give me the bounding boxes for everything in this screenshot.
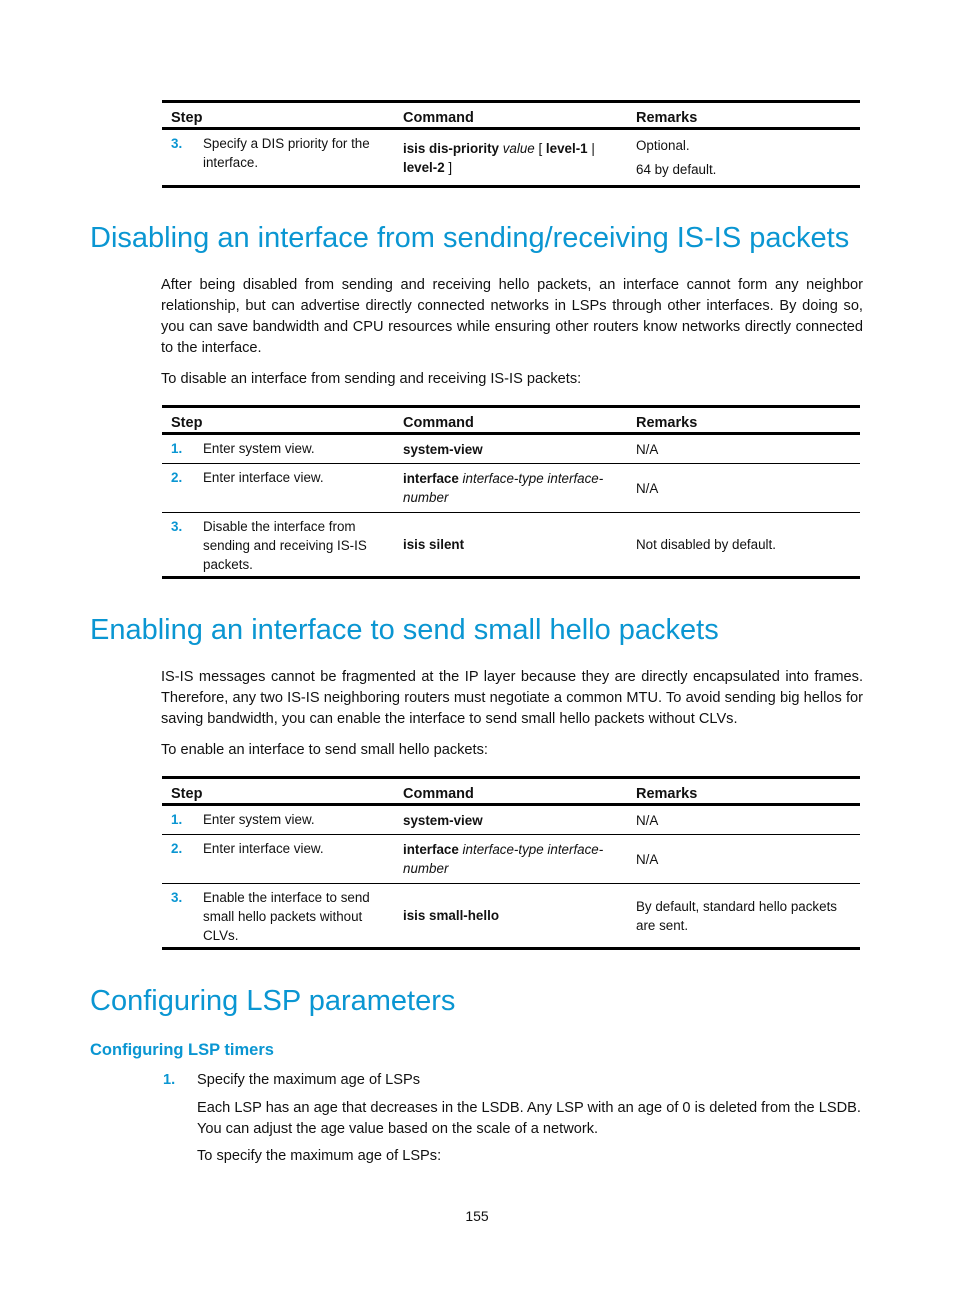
step-text: Enter system view. [203,812,315,827]
command-segment: system-view [403,812,483,828]
table-header: Step Command Remarks [162,779,860,805]
command-cell: isis silent [395,535,628,554]
step-number: 3. [171,519,183,534]
page-number: 155 [465,1208,489,1224]
command-segment: [ [534,140,546,156]
step-text: Enter interface view. [203,470,324,485]
command-segment: interface [403,842,459,857]
section-heading: Configuring LSP parameters [90,985,456,1017]
list-item-title: Specify the maximum age of LSPs [197,1072,421,1088]
remark-text: N/A [636,480,659,496]
command-segment: level-1 [545,140,588,156]
remarks-cell: By default, standard hello packets are s… [628,897,860,935]
command-segment: interface-type interface-number [403,471,604,505]
column-header: Command [403,110,474,126]
column-header: Command [403,415,474,431]
step-cell: 3. Specify a DIS priority for the interfa… [162,132,395,183]
column-header: Remarks [636,786,698,802]
step-text: Enable the interface to send small hello… [203,890,370,943]
step-cell: 2. Enter interface view. [162,837,395,881]
step-cell: 3. Disable the interface from sending and… [162,515,395,574]
paragraph: To disable an interface from sending and… [161,371,582,387]
step-text: Enter interface view. [203,841,324,856]
command-cell: interface interface-type interface-numbe… [395,469,628,507]
table-row: 1. Enter system view. system-view N/A [162,805,860,834]
step-cell: 2. Enter interface view. [162,466,395,510]
remark-text: N/A [636,851,659,867]
remarks-cell: N/A [628,811,860,830]
step-number: 1. [171,812,183,827]
column-header: Remarks [636,110,698,126]
table-row: 3. Disable the interface from sending and… [162,512,860,576]
remark-text: N/A [636,812,659,828]
command-segment: isis dis-priority [403,140,499,156]
dis-priority-table: Step Command Remarks 3. Specify a DIS priori… [162,100,860,188]
column-header: Step [171,110,203,126]
command-segment: system-view [403,441,483,457]
table-row: 3. Enable the interface to send small hel… [162,883,860,947]
command-segment: level-2 [403,159,445,175]
paragraph: To specify the maximum age of LSPs: [197,1148,442,1164]
command-segment: | [587,140,595,156]
remark-text: Not disabled by default. [636,537,776,552]
column-header: Command [403,786,474,802]
paragraph: Each LSP has an age that decreases in th… [197,1100,861,1137]
silent-table: Step Command Remarks 1. Enter system view. sy… [162,405,860,579]
subsection-heading: Configuring LSP timers [90,1041,274,1059]
section-heading: Disabling an interface from sending/rece… [90,222,850,254]
remarks-cell: N/A [628,850,860,869]
paragraph: IS-IS messages cannot be fragmented at t… [161,669,863,727]
table-header: Step Command Remarks [162,103,860,129]
list-number: 1. [163,1072,176,1088]
table-row: 2. Enter interface view. interface interfa… [162,463,860,512]
paragraph: To enable an interface to send small hel… [161,742,488,758]
remarks-cell: N/A [628,479,860,498]
remarks-cell: N/A [628,440,860,459]
column-header: Remarks [636,415,698,431]
command-cell: interface interface-type interface-numbe… [395,840,628,878]
paragraph: After being disabled from sending and re… [161,277,863,356]
remark-text: Optional. [636,138,690,153]
command-segment: value [499,140,535,156]
document-page: Step Command Remarks 3. Specify a DIS priori… [90,100,869,1164]
step-number: 3. [171,890,183,905]
step-number: 3. [171,136,183,151]
step-number: 2. [171,841,183,856]
table-row: 1. Enter system view. system-view N/A [162,434,860,463]
command-segment: isis silent [403,537,465,552]
table-row: 3. Specify a DIS priority for the interfa… [162,129,860,185]
step-cell: 1. Enter system view. [162,808,395,832]
command-cell: isis small-hello [395,906,628,925]
command-cell: isis dis-priority value [ level-1 | leve… [395,139,628,177]
remark-text: N/A [636,441,659,457]
command-segment: isis small-hello [403,908,500,923]
step-cell: 3. Enable the interface to send small hel… [162,886,395,945]
table-row: 2. Enter interface view. interface interfa… [162,834,860,883]
list-item: 1. Specify the maximum age of LSPs [163,1070,869,1091]
step-cell: 1. Enter system view. [162,437,395,461]
remarks-cell: Optional. 64 by default. [628,136,860,179]
remarks-cell: Not disabled by default. [628,535,860,554]
command-segment: ] [444,159,453,175]
table-header: Step Command Remarks [162,408,860,434]
step-text: Disable the interface from sending and r… [203,519,367,572]
command-cell: system-view [395,440,628,459]
command-segment: interface-type interface-number [403,842,604,876]
step-text: Enter system view. [203,441,315,456]
remark-text: By default, standard hello packets are s… [636,898,837,933]
command-segment: interface [403,471,459,486]
command-cell: system-view [395,811,628,830]
small-hello-table: Step Command Remarks 1. Enter system view. sy… [162,776,860,950]
column-header: Step [171,415,203,431]
section-heading: Enabling an interface to send small hell… [90,614,719,646]
remark-text: 64 by default. [636,162,717,177]
step-number: 2. [171,470,183,485]
column-header: Step [171,786,203,802]
step-text: Specify a DIS priority for the interface… [203,136,370,170]
step-number: 1. [171,441,183,456]
